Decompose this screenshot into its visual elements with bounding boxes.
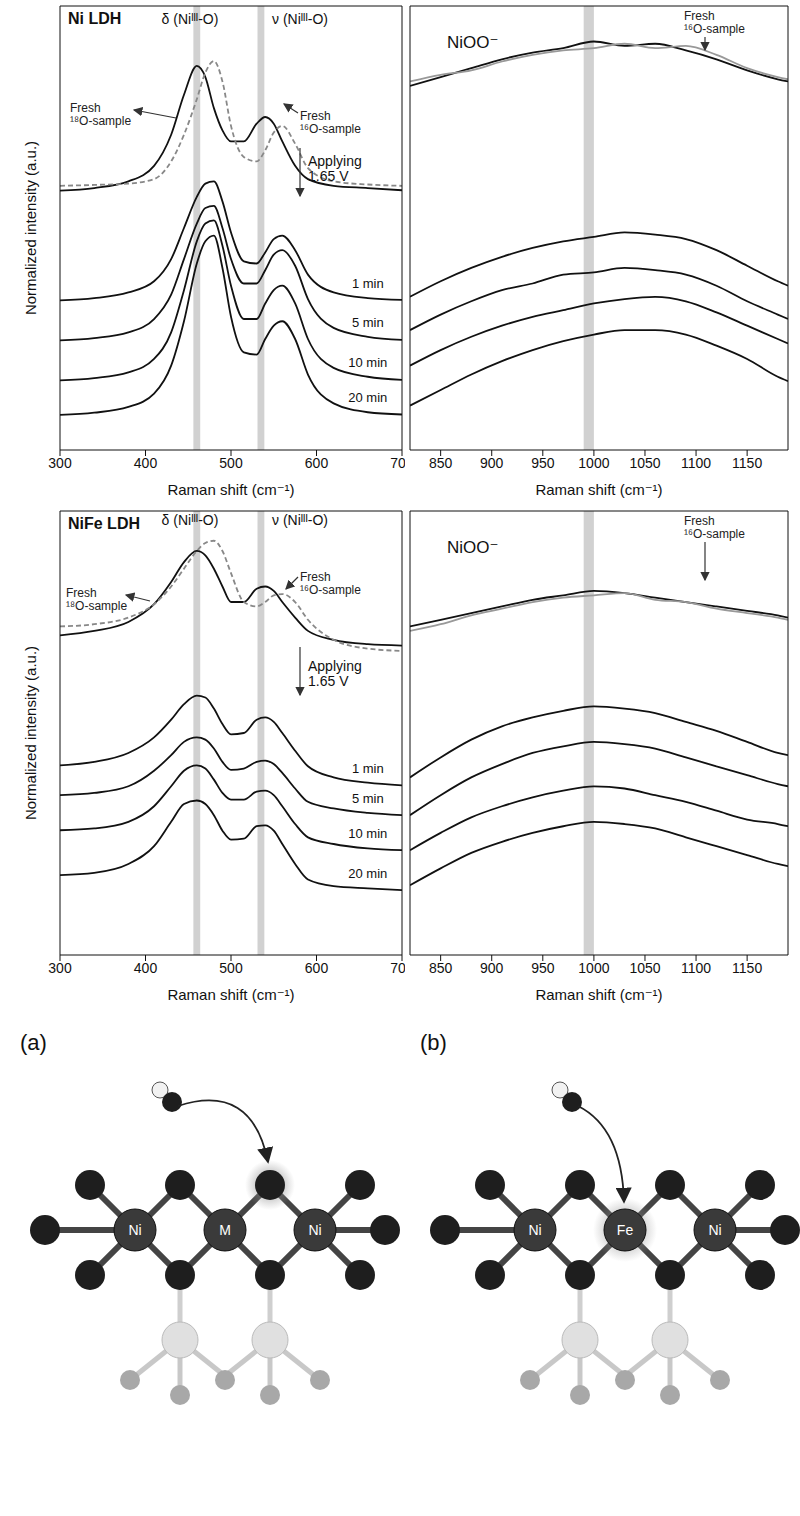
svg-text:Fresh¹⁶O-sample: Fresh¹⁶O-sample [684, 514, 745, 541]
svg-text:Ni: Ni [128, 1222, 141, 1238]
svg-text:1100: 1100 [681, 455, 711, 471]
svg-text:Fe: Fe [617, 1222, 634, 1238]
svg-text:1000: 1000 [578, 455, 609, 471]
svg-text:300: 300 [48, 960, 72, 976]
svg-text:δ (Niᴵᴵᴵ-O): δ (Niᴵᴵᴵ-O) [162, 11, 219, 27]
svg-text:Fresh¹⁸O-sample: Fresh¹⁸O-sample [66, 586, 127, 613]
svg-text:ν (Niᴵᴵᴵ-O): ν (Niᴵᴵᴵ-O) [272, 11, 328, 27]
svg-text:M: M [219, 1222, 231, 1238]
svg-text:Normalized intensity (a.u.): Normalized intensity (a.u.) [22, 646, 39, 820]
svg-text:Raman shift (cm⁻¹): Raman shift (cm⁻¹) [535, 986, 662, 1003]
svg-text:Raman shift (cm⁻¹): Raman shift (cm⁻¹) [535, 481, 662, 498]
svg-text:Fresh¹⁶O-sample: Fresh¹⁶O-sample [300, 109, 361, 136]
svg-text:δ (Niᴵᴵᴵ-O): δ (Niᴵᴵᴵ-O) [162, 512, 219, 528]
svg-text:Applying1.65 V: Applying1.65 V [308, 658, 362, 689]
svg-text:900: 900 [480, 960, 504, 976]
svg-text:10 min: 10 min [348, 826, 387, 841]
svg-text:10 min: 10 min [348, 355, 387, 370]
svg-text:600: 600 [305, 455, 329, 471]
svg-text:1150: 1150 [732, 960, 762, 976]
svg-text:Normalized intensity (a.u.): Normalized intensity (a.u.) [22, 141, 39, 315]
svg-text:NiFe LDH: NiFe LDH [68, 515, 140, 532]
svg-text:Fresh¹⁶O-sample: Fresh¹⁶O-sample [300, 570, 361, 597]
svg-text:Applying1.65 V: Applying1.65 V [308, 153, 362, 184]
svg-text:5 min: 5 min [352, 315, 384, 330]
svg-text:(a): (a) [20, 1030, 47, 1055]
svg-text:Ni: Ni [708, 1222, 721, 1238]
svg-text:700: 700 [390, 960, 405, 976]
svg-text:ν (Niᴵᴵᴵ-O): ν (Niᴵᴵᴵ-O) [272, 512, 328, 528]
svg-text:500: 500 [219, 960, 243, 976]
svg-text:NiOO⁻: NiOO⁻ [447, 538, 498, 557]
svg-text:850: 850 [429, 960, 453, 976]
svg-text:5 min: 5 min [352, 791, 384, 806]
svg-text:1 min: 1 min [352, 276, 384, 291]
svg-text:400: 400 [134, 960, 158, 976]
svg-text:1 min: 1 min [352, 761, 384, 776]
svg-text:1050: 1050 [629, 960, 660, 976]
svg-text:600: 600 [305, 960, 329, 976]
svg-text:300: 300 [48, 455, 72, 471]
svg-text:Raman shift (cm⁻¹): Raman shift (cm⁻¹) [167, 481, 294, 498]
svg-text:1100: 1100 [681, 960, 711, 976]
svg-text:Ni LDH: Ni LDH [68, 10, 121, 27]
svg-text:1150: 1150 [732, 455, 762, 471]
svg-text:Fresh¹⁸O-sample: Fresh¹⁸O-sample [70, 101, 131, 128]
svg-text:500: 500 [219, 455, 243, 471]
svg-text:400: 400 [134, 455, 158, 471]
svg-text:950: 950 [531, 455, 555, 471]
svg-text:700: 700 [390, 455, 405, 471]
svg-text:Raman shift (cm⁻¹): Raman shift (cm⁻¹) [167, 986, 294, 1003]
svg-text:950: 950 [531, 960, 555, 976]
svg-text:850: 850 [429, 455, 453, 471]
svg-text:Fresh¹⁶O-sample: Fresh¹⁶O-sample [684, 9, 745, 36]
svg-text:(b): (b) [420, 1030, 447, 1055]
svg-text:Ni: Ni [308, 1222, 321, 1238]
svg-text:Ni: Ni [528, 1222, 541, 1238]
svg-text:1050: 1050 [629, 455, 660, 471]
svg-text:900: 900 [480, 455, 504, 471]
svg-text:1000: 1000 [578, 960, 609, 976]
svg-text:20 min: 20 min [348, 866, 387, 881]
svg-text:NiOO⁻: NiOO⁻ [447, 33, 498, 52]
svg-text:20 min: 20 min [348, 390, 387, 405]
